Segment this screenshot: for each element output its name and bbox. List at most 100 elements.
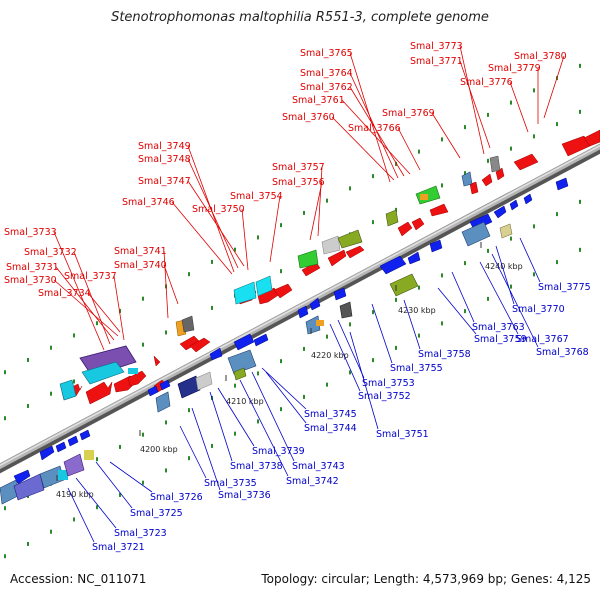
reverse-leader bbox=[209, 391, 233, 462]
gene-label-reverse[interactable]: Smal_3763 bbox=[472, 322, 525, 333]
guide-dot bbox=[142, 342, 144, 347]
gene-label-forward[interactable]: Smal_3750 bbox=[192, 204, 245, 215]
gene-label-forward[interactable]: Smal_3761 bbox=[292, 95, 345, 106]
gene-label-forward[interactable]: Smal_3746 bbox=[122, 197, 175, 208]
gene-label-reverse[interactable]: Smal_3735 bbox=[204, 478, 257, 489]
gene-label-forward[interactable]: Smal_3740 bbox=[114, 260, 167, 271]
guide-dot bbox=[464, 125, 466, 130]
gene-label-forward[interactable]: Smal_3754 bbox=[230, 191, 283, 202]
forward-leader bbox=[331, 116, 395, 181]
guide-dot bbox=[510, 146, 512, 151]
gene-label-reverse[interactable]: Smal_3721 bbox=[92, 542, 145, 553]
gene-label-forward[interactable]: Smal_3737 bbox=[64, 271, 117, 282]
gene-label-forward[interactable]: Smal_3780 bbox=[514, 51, 567, 62]
guide-dot bbox=[441, 137, 443, 142]
gene-label-forward[interactable]: Smal_3762 bbox=[300, 82, 353, 93]
genome-summary: Topology: circular; Length: 4,573,969 bp… bbox=[261, 572, 591, 586]
gene-label-reverse[interactable]: Smal_3725 bbox=[130, 508, 183, 519]
forward-leader bbox=[349, 86, 405, 177]
reverse-leader bbox=[519, 237, 541, 283]
gene-label-reverse[interactable]: Smal_3768 bbox=[536, 347, 589, 358]
gene-label-forward[interactable]: Smal_3757 bbox=[272, 162, 325, 173]
guide-dot bbox=[211, 443, 213, 448]
forward-leader bbox=[317, 166, 323, 237]
gene-label-forward[interactable]: Smal_3756 bbox=[272, 177, 325, 188]
accession-text: Accession: NC_011071 bbox=[10, 572, 147, 586]
reverse-leader bbox=[437, 287, 477, 335]
reverse-leader bbox=[371, 303, 393, 364]
forward-leader bbox=[341, 99, 411, 175]
forward-leader bbox=[459, 45, 485, 155]
gene-label-forward[interactable]: Smal_3749 bbox=[138, 141, 191, 152]
gene-label-reverse[interactable]: Smal_3755 bbox=[390, 363, 443, 374]
gene-label-forward[interactable]: Smal_3766 bbox=[348, 123, 401, 134]
reverse-leader bbox=[251, 371, 295, 462]
gene-label-forward[interactable]: Smal_3764 bbox=[300, 68, 353, 79]
gene-label-forward[interactable]: Smal_3776 bbox=[460, 77, 513, 88]
gene-label-forward[interactable]: Smal_3734 bbox=[38, 288, 91, 299]
gene-label-forward[interactable]: Smal_3771 bbox=[410, 56, 463, 67]
gene-label-reverse[interactable]: Smal_3743 bbox=[292, 461, 345, 472]
guide-dot bbox=[50, 345, 52, 350]
gene-label-forward[interactable]: Smal_3765 bbox=[300, 48, 353, 59]
guide-dot bbox=[441, 183, 443, 188]
guide-dot bbox=[280, 223, 282, 228]
guide-dot bbox=[4, 554, 6, 559]
gene-label-forward[interactable]: Smal_3748 bbox=[138, 154, 191, 165]
guide-dot bbox=[464, 171, 466, 176]
reverse-leader bbox=[265, 371, 307, 424]
reverse-leader bbox=[337, 319, 365, 379]
gene-label-reverse[interactable]: Smal_3767 bbox=[516, 334, 569, 345]
gene-label-reverse[interactable]: Smal_3758 bbox=[418, 349, 471, 360]
guide-dot bbox=[73, 517, 75, 522]
guide-dot bbox=[142, 432, 144, 437]
gene-label-forward[interactable]: Smal_3779 bbox=[488, 63, 541, 74]
gene-label-reverse[interactable]: Smal_3745 bbox=[304, 409, 357, 420]
gene-label-reverse[interactable]: Smal_3739 bbox=[252, 446, 305, 457]
scale-tick-label: 4200 kbp bbox=[140, 445, 178, 454]
gene-label-reverse[interactable]: Smal_3738 bbox=[230, 461, 283, 472]
guide-dot bbox=[349, 370, 351, 375]
gene-label-forward[interactable]: Smal_3741 bbox=[114, 246, 167, 257]
forward-genes bbox=[61, 129, 600, 405]
guide-dot bbox=[487, 158, 489, 163]
reverse-boxes bbox=[0, 221, 513, 505]
guide-dot bbox=[280, 359, 282, 364]
gene-label-forward[interactable]: Smal_3732 bbox=[24, 247, 77, 258]
forward-leader bbox=[349, 72, 399, 179]
gene-label-reverse[interactable]: Smal_3744 bbox=[304, 423, 357, 434]
gene-label-reverse[interactable]: Smal_3759 bbox=[474, 334, 527, 345]
gene-label-reverse[interactable]: Smal_3726 bbox=[150, 492, 203, 503]
guide-dot bbox=[165, 420, 167, 425]
gene-label-reverse[interactable]: Smal_3752 bbox=[358, 391, 411, 402]
gene-label-forward[interactable]: Smal_3769 bbox=[382, 108, 435, 119]
guide-dot bbox=[280, 269, 282, 274]
scale-tick-label: 4190 kbp bbox=[56, 490, 94, 499]
gene-label-reverse[interactable]: Smal_3742 bbox=[286, 476, 339, 487]
guide-dot bbox=[27, 403, 29, 408]
scale-tick-label: 4220 kbp bbox=[311, 351, 349, 360]
gene-label-reverse[interactable]: Smal_3753 bbox=[362, 378, 415, 389]
gene-label-reverse[interactable]: Smal_3770 bbox=[512, 304, 565, 315]
forward-leader bbox=[269, 195, 281, 263]
guide-dot bbox=[96, 457, 98, 462]
gene-label-reverse[interactable]: Smal_3775 bbox=[538, 282, 591, 293]
guide-dot bbox=[73, 333, 75, 338]
gene-label-reverse[interactable]: Smal_3736 bbox=[218, 490, 271, 501]
gene-label-forward[interactable]: Smal_3760 bbox=[282, 112, 335, 123]
gene-label-reverse[interactable]: Smal_3751 bbox=[376, 429, 429, 440]
gene-label-forward[interactable]: Smal_3730 bbox=[4, 275, 57, 286]
gene-label-reverse[interactable]: Smal_3723 bbox=[114, 528, 167, 539]
gene-label-forward[interactable]: Smal_3733 bbox=[4, 227, 57, 238]
guide-dot bbox=[211, 259, 213, 264]
guide-dot bbox=[303, 210, 305, 215]
gene-label-forward[interactable]: Smal_3773 bbox=[410, 41, 463, 52]
gene-label-forward[interactable]: Smal_3731 bbox=[6, 262, 59, 273]
guide-dot bbox=[487, 112, 489, 117]
guide-dot bbox=[96, 505, 98, 510]
forward-leader bbox=[187, 158, 239, 269]
gene-label-forward[interactable]: Smal_3747 bbox=[138, 176, 191, 187]
guide-dot bbox=[579, 109, 581, 114]
guide-dot bbox=[303, 394, 305, 399]
